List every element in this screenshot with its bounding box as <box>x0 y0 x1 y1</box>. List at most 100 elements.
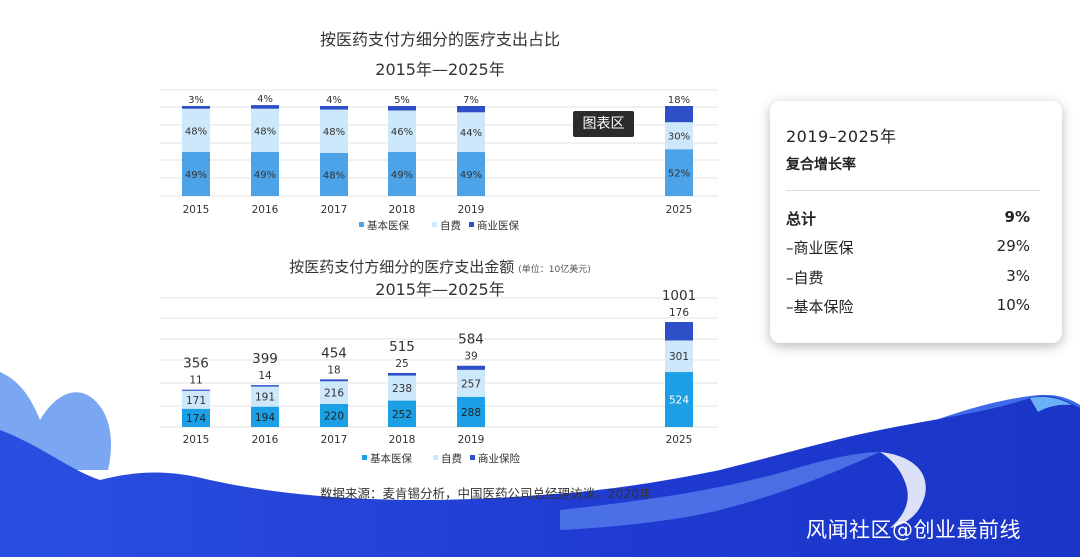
wave-main <box>0 395 1080 557</box>
chart2-x-tick-label: 2016 <box>252 434 279 446</box>
chart1-data-label: 30% <box>668 132 690 143</box>
chart1-x-tick-label: 2018 <box>389 204 416 216</box>
chart1-data-label: 18% <box>668 95 690 106</box>
chart2-bar-segment <box>182 389 210 391</box>
data-source-note: 数据来源：麦肯锡分析，中国医药公司总经理访谈，2020年 <box>320 486 652 501</box>
chart2-data-label: 18 <box>327 364 340 376</box>
chart2-bar-segment <box>320 379 348 382</box>
chart1-bar-segment <box>388 110 416 152</box>
chart2-bar-segment <box>665 322 693 341</box>
cagr-card: 2019–2025年 复合增长率 总计 9% –商业医保 29% –自费 3% … <box>770 101 1062 343</box>
cagr-row-label: –基本保险 <box>786 298 854 316</box>
chart1-bar-segment <box>665 122 693 150</box>
chart2-data-label: 220 <box>324 410 344 422</box>
chart2-total-label: 356 <box>183 356 209 372</box>
chart1-bar-segment <box>665 149 693 196</box>
cagr-row-value: 9% <box>1004 208 1030 226</box>
cagr-card-title: 2019–2025年 <box>786 127 897 146</box>
chart2-data-label: 301 <box>669 351 689 363</box>
chart1-data-label: 4% <box>257 94 273 105</box>
cagr-row-total: 总计 9% <box>786 208 1030 230</box>
chart2-data-label: 191 <box>255 392 275 404</box>
chart2-x-tick-label: 2017 <box>321 434 348 446</box>
chart2-x-tick-label: 2015 <box>183 434 210 446</box>
cagr-row-value: 10% <box>996 296 1030 314</box>
chart2-data-label: 14 <box>258 370 272 382</box>
chart2-data-label: 288 <box>461 407 481 419</box>
chart1-x-tick-label: 2016 <box>252 204 279 216</box>
chart1-legend-swatch <box>469 222 474 227</box>
chart1-data-label: 5% <box>394 95 410 106</box>
chart2-bar-segment <box>665 340 693 373</box>
chart1-legend-label: 基本医保 <box>367 219 409 232</box>
chart1-legend-label: 商业医保 <box>477 219 519 232</box>
chart1-data-label: 49% <box>254 170 276 181</box>
chart2-data-label: 11 <box>189 375 202 387</box>
cagr-row-commercial: –商业医保 29% <box>786 237 1030 259</box>
chart2-legend-label: 自费 <box>441 452 462 465</box>
chart2-data-label: 238 <box>392 383 412 395</box>
cagr-row-self-pay: –自费 3% <box>786 267 1030 289</box>
chart2-data-label: 216 <box>324 388 344 400</box>
chart1-data-label: 48% <box>323 170 345 181</box>
chart-area-tooltip: 图表区 <box>573 111 634 137</box>
cagr-row-basic: –基本保险 10% <box>786 296 1030 318</box>
chart2-bar-segment <box>251 406 279 427</box>
chart1-data-label: 46% <box>391 127 413 138</box>
cagr-row-label: –商业医保 <box>786 239 854 257</box>
chart2-total-label: 454 <box>321 345 347 361</box>
chart1-x-tick-label: 2019 <box>458 204 485 216</box>
chart2-data-label: 257 <box>461 378 481 390</box>
chart1-bar-segment <box>251 151 279 196</box>
chart2-data-label: 39 <box>464 351 477 363</box>
watermark: 风闻社区@创业最前线 <box>806 518 1021 542</box>
cagr-row-label: 总计 <box>786 210 817 228</box>
chart2-legend-label: 基本医保 <box>370 452 412 465</box>
chart2-unit: (单位：10亿美元) <box>518 265 591 275</box>
chart2-bar-segment <box>182 408 210 427</box>
chart1-bar-segment <box>388 151 416 196</box>
chart1-data-label: 3% <box>188 95 204 106</box>
chart2-data-label: 524 <box>669 395 689 407</box>
chart1-bar-segment <box>457 151 485 196</box>
chart1-data-label: 52% <box>668 169 690 180</box>
chart1-data-label: 49% <box>460 170 482 181</box>
chart1-data-label: 4% <box>326 95 342 106</box>
chart2-data-label: 252 <box>392 409 412 421</box>
chart2-x-tick-label: 2025 <box>666 434 693 446</box>
chart2-bar-segment <box>182 390 210 409</box>
chart2-bar-segment <box>457 396 485 427</box>
chart1-data-label: 48% <box>185 126 207 137</box>
cagr-card-subtitle: 复合增长率 <box>786 157 856 173</box>
chart1-bar-segment <box>182 151 210 196</box>
chart1-x-tick-label: 2017 <box>321 204 348 216</box>
chart2-data-label: 171 <box>186 395 206 407</box>
chart2-legend-swatch <box>362 455 367 460</box>
chart2-data-label: 25 <box>395 358 408 370</box>
chart1-bar-segment <box>182 106 210 109</box>
chart1-legend-swatch <box>432 222 437 227</box>
chart2-legend-label: 商业保险 <box>478 452 520 465</box>
chart1-x-tick-label: 2025 <box>666 204 693 216</box>
chart1-data-label: 7% <box>463 95 479 106</box>
chart2-bar-segment <box>388 372 416 376</box>
wave-white-swirl <box>880 452 926 528</box>
chart2-bar-segment <box>320 381 348 404</box>
chart2-data-label: 176 <box>669 307 689 319</box>
chart1-bar-segment <box>665 106 693 123</box>
chart2-bar-segment <box>457 365 485 370</box>
chart2-legend-swatch <box>433 455 438 460</box>
chart1-x-tick-label: 2015 <box>183 204 210 216</box>
chart2-title: 按医药支付方细分的医疗支出金额 (单位：10亿美元) <box>160 256 720 277</box>
chart1-legend-label: 自费 <box>440 219 461 232</box>
chart1-bar-segment <box>320 109 348 153</box>
chart2-bar-segment <box>251 385 279 387</box>
chart2-bar-segment <box>320 403 348 427</box>
chart1-bar-segment <box>457 112 485 152</box>
chart2-total-label: 399 <box>252 351 278 367</box>
chart1-bar-segment <box>320 152 348 196</box>
chart2-data-label: 174 <box>186 413 206 425</box>
chart2-bar-segment <box>388 400 416 427</box>
